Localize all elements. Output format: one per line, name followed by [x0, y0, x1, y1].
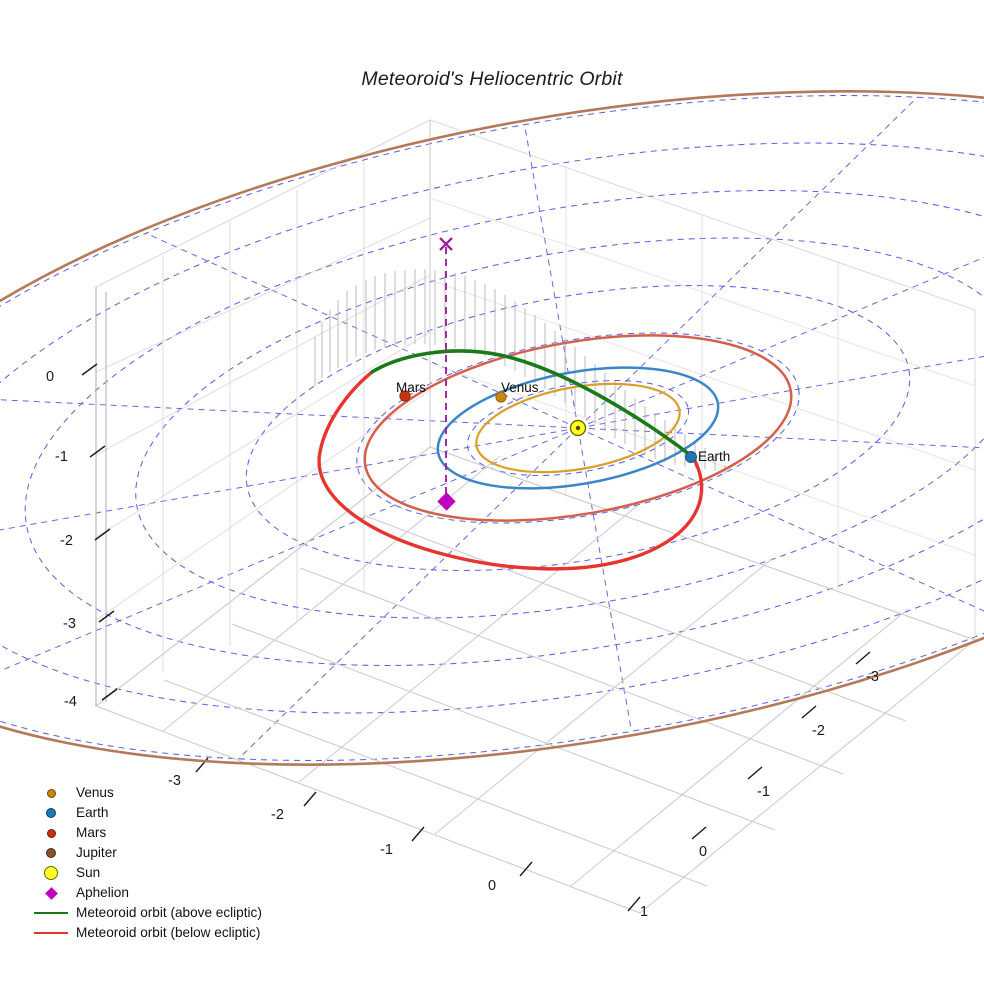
meteoroid-orbit-above-ecliptic [370, 349, 695, 459]
page-title: Meteoroid's Heliocentric Orbit [361, 68, 623, 90]
axes-pane-wireframe [94, 119, 977, 914]
line-swatch-icon [34, 911, 68, 915]
legend-item-label: Jupiter [76, 845, 117, 860]
venus-marker [495, 391, 507, 403]
tick-label: -2 [60, 533, 73, 549]
axis-tick-marks [81, 363, 871, 912]
mars-orbit [363, 334, 793, 522]
chart-legend: Venus Earth Mars Jupiter Sun Aphelion Meteoroi… [26, 783, 326, 943]
polar-grid-rings [0, 95, 984, 761]
tick-label: -3 [866, 669, 879, 685]
legend-item-earth[interactable]: Earth [26, 803, 326, 823]
line-swatch-icon [34, 931, 68, 935]
tick-label: 0 [699, 844, 707, 860]
venus-marker-icon [46, 788, 56, 798]
earth-label: Earth [698, 449, 730, 464]
legend-item-venus[interactable]: Venus [26, 783, 326, 803]
mars-marker [399, 390, 411, 402]
legend-item-mars[interactable]: Mars [26, 823, 326, 843]
earth-marker [685, 451, 697, 463]
aphelion-diamond-icon [44, 886, 58, 900]
tick-label: -2 [812, 723, 825, 739]
jupiter-marker-icon [46, 848, 56, 858]
legend-item-meteoroid[interactable]: Meteoroid orbit (above ecliptic) [26, 903, 326, 923]
legend-item-label: Aphelion [76, 885, 129, 900]
tick-label: -2 [271, 807, 284, 823]
mars-marker-icon [46, 828, 56, 838]
aphelion-marker-group [437, 237, 456, 511]
mars-label: Mars [396, 380, 426, 395]
legend-item-jupiter[interactable]: Jupiter [26, 843, 326, 863]
venus-label: Venus [501, 380, 539, 395]
aphelion-diamond-icon [437, 492, 456, 511]
tick-label: 0 [488, 878, 496, 894]
tick-label: -4 [64, 694, 77, 710]
legend-item-label: Mars [76, 825, 107, 840]
tick-label: -1 [380, 842, 393, 858]
polar-grid-spokes [0, 96, 984, 760]
legend-item-label: Meteoroid orbit (above ecliptic) [76, 905, 262, 920]
bottom-left-axis-tick-labels: -3 -2 -1 0 1 [168, 773, 648, 920]
legend-item-label: Venus [76, 785, 114, 800]
jupiter-orbit [0, 90, 984, 766]
legend-item-label: Earth [76, 805, 109, 820]
planet-orbits [363, 334, 793, 522]
venus-orbit [475, 382, 681, 474]
earth-marker-icon [46, 808, 56, 818]
earth-orbit [436, 366, 720, 490]
meteoroid-orbit-below-ecliptic [317, 370, 704, 571]
aphelion-projection-x-icon [439, 237, 453, 251]
legend-item-sun[interactable]: Sun [26, 863, 326, 883]
tick-label: -3 [63, 616, 76, 632]
bottom-right-axis-tick-labels: -3 -2 -1 0 [699, 669, 879, 860]
tick-label: -3 [168, 773, 181, 789]
legend-item-label: Sun [76, 865, 101, 880]
tick-label: -1 [55, 449, 68, 465]
sun-marker-icon [44, 866, 58, 880]
left-axis-tick-labels: 0 -1 -2 -3 -4 [46, 369, 77, 710]
tick-label: 0 [46, 369, 54, 385]
tick-label: 1 [640, 904, 648, 920]
orbit-drop-lines [314, 269, 726, 474]
sun-marker [569, 419, 587, 437]
legend-item-label: Meteoroid orbit (below ecliptic) [76, 925, 261, 940]
legend-item-aphelion[interactable]: Aphelion [26, 883, 326, 903]
legend-item-meteoroid[interactable]: Meteoroid orbit (below ecliptic) [26, 923, 326, 943]
tick-label: -1 [757, 784, 770, 800]
